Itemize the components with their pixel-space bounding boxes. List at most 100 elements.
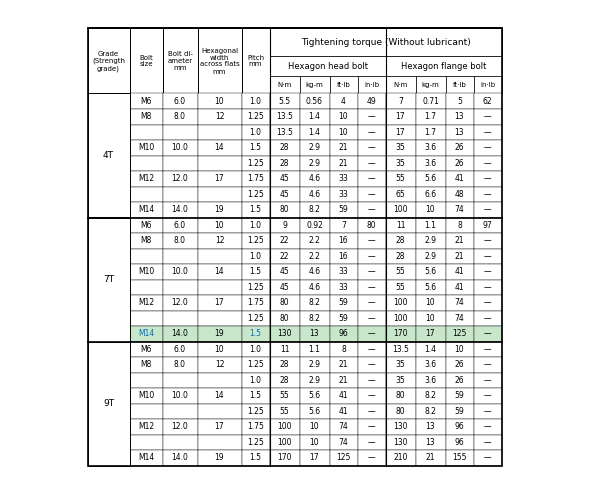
Bar [270,326,299,341]
Text: Pitch
mm: Pitch mm [247,54,264,68]
Bar [358,217,385,233]
Bar [241,156,270,171]
Text: 10.0: 10.0 [171,267,188,276]
Text: 14: 14 [214,143,224,152]
Text: 10: 10 [310,438,319,447]
Bar [299,435,329,450]
Bar [163,341,197,357]
Text: 26: 26 [455,376,464,385]
Text: 1.7: 1.7 [425,112,436,121]
Bar [385,233,415,248]
Text: 8: 8 [457,221,462,230]
Text: 11: 11 [396,221,405,230]
Text: 5.6: 5.6 [425,174,436,183]
Text: 1.4: 1.4 [309,128,320,137]
Text: 11: 11 [280,345,289,354]
Bar [445,280,474,295]
Text: 8.0: 8.0 [174,360,186,369]
Text: 8.2: 8.2 [425,391,436,400]
Text: kg-m: kg-m [306,82,323,88]
Bar [197,93,241,109]
Bar [163,124,197,140]
Bar [445,388,474,404]
Text: 7T: 7T [103,275,114,284]
Text: 59: 59 [339,314,348,323]
Text: 22: 22 [280,236,289,245]
Text: —: — [484,159,491,168]
Bar [241,372,270,388]
Bar [445,93,474,109]
Bar [329,341,358,357]
Bar [163,280,197,295]
Text: 80: 80 [280,314,289,323]
Bar [415,326,445,341]
Text: M12: M12 [138,298,154,307]
Text: 0.71: 0.71 [422,97,439,106]
Text: 74: 74 [455,298,464,307]
Bar [358,419,385,435]
Text: —: — [368,422,375,431]
Text: 3.6: 3.6 [425,376,436,385]
Text: 28: 28 [280,159,289,168]
Bar [358,93,385,109]
Bar [445,187,474,202]
Bar [474,450,501,465]
Bar [163,372,197,388]
Text: —: — [484,174,491,183]
Bar [130,295,163,311]
Bar [130,124,163,140]
Bar [415,124,445,140]
Bar [130,357,163,372]
Text: M10: M10 [138,391,154,400]
Text: 6.0: 6.0 [174,97,186,106]
Text: N·m: N·m [393,82,408,88]
Text: 4: 4 [341,97,346,106]
Text: —: — [368,236,375,245]
Bar [130,29,163,93]
Text: —: — [368,438,375,447]
Text: 21: 21 [339,159,348,168]
Text: 5.6: 5.6 [309,407,320,416]
Text: 74: 74 [339,422,348,431]
Bar [299,326,329,341]
Bar [385,435,415,450]
Text: 13.5: 13.5 [276,128,293,137]
Bar [163,388,197,404]
Text: 14.0: 14.0 [171,453,188,462]
Bar [130,435,163,450]
Bar [445,124,474,140]
Text: 19: 19 [214,453,224,462]
Text: 1.25: 1.25 [247,283,264,292]
Bar [385,419,415,435]
Bar [358,372,385,388]
Bar [474,280,501,295]
Text: 8.2: 8.2 [425,407,436,416]
Text: 8.2: 8.2 [309,314,320,323]
Text: 80: 80 [396,391,405,400]
Bar [358,233,385,248]
Text: 1.75: 1.75 [247,298,264,307]
Bar [270,156,299,171]
Text: 125: 125 [452,329,466,338]
Text: 130: 130 [277,329,292,338]
Text: —: — [484,252,491,261]
Text: M10: M10 [138,267,154,276]
Bar [329,419,358,435]
Text: 7: 7 [398,97,403,106]
Bar [299,124,329,140]
Bar [385,372,415,388]
Text: 1.5: 1.5 [250,267,262,276]
Text: 2.9: 2.9 [309,376,320,385]
Bar [241,187,270,202]
Text: 13: 13 [455,112,464,121]
Text: 170: 170 [277,453,292,462]
Text: 2.9: 2.9 [425,252,436,261]
Text: in·lb: in·lb [364,82,379,88]
Text: 35: 35 [396,143,405,152]
Bar [299,109,329,124]
Bar [299,388,329,404]
Text: 45: 45 [280,174,289,183]
Bar [385,295,415,311]
Text: 170: 170 [393,329,408,338]
Bar [385,404,415,419]
